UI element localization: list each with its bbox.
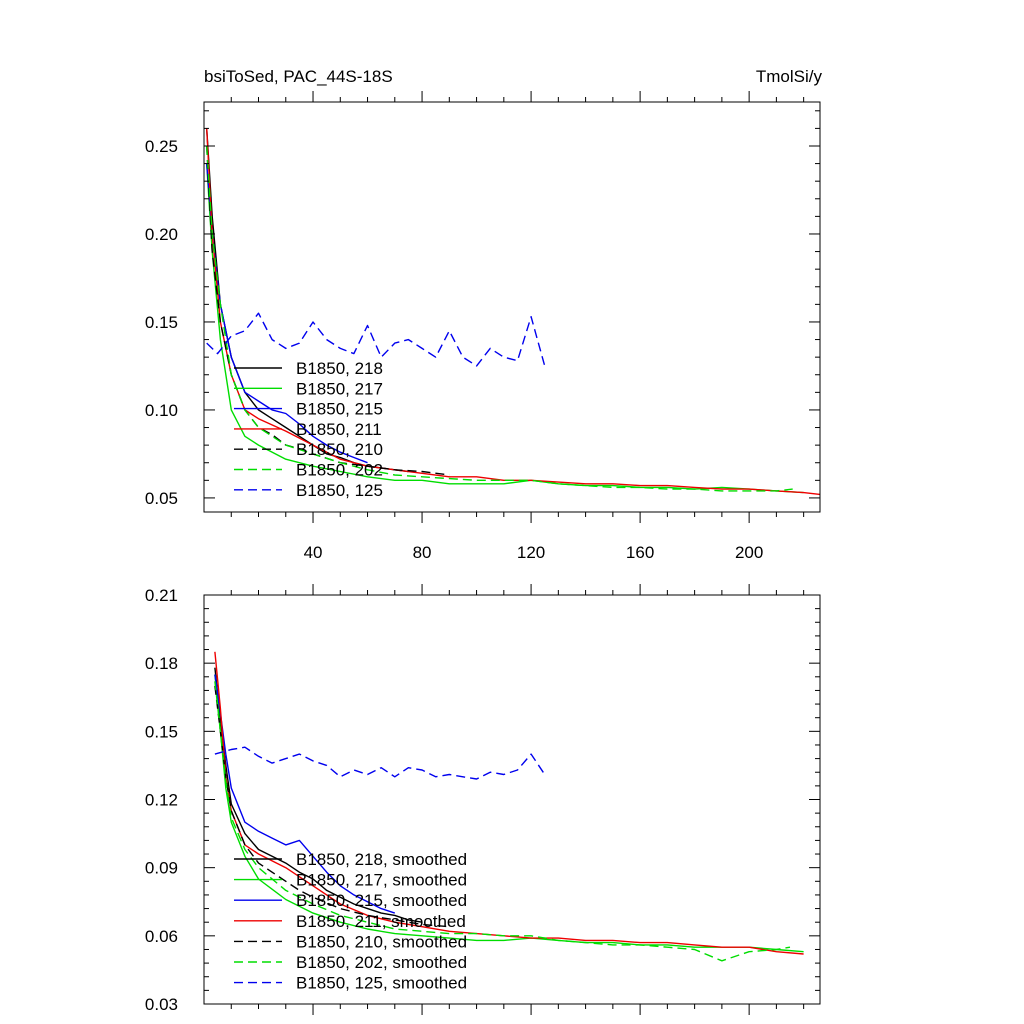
y-tick-label: 0.21 (145, 586, 178, 605)
legend-label-5: B1850, 202, smoothed (296, 953, 467, 972)
series-line-1 (214, 674, 804, 953)
x-tick-label: 200 (735, 543, 763, 562)
series-line-5 (214, 681, 791, 962)
series-line-2 (214, 674, 396, 914)
y-tick-label: 0.10 (145, 401, 178, 420)
legend-label-1: B1850, 217, smoothed (296, 871, 467, 890)
bottom-panel: 0.03 0.06 0.09 0.12 0.15 0.18 0.21 B1850, 218, … (145, 584, 821, 1015)
y-tick-label: 0.25 (145, 137, 178, 156)
x-tick-label: 80 (413, 543, 432, 562)
y-tick-label: 0.15 (145, 313, 178, 332)
legend: B1850, 218, smoothed B1850, 217, smoothed… (234, 850, 467, 993)
series-line-5 (206, 145, 793, 492)
series-line-6 (214, 746, 546, 780)
series-line-4 (214, 685, 450, 928)
x-tick-label: 160 (626, 543, 654, 562)
series-group (214, 651, 804, 962)
y-tick-label: 0.12 (145, 791, 178, 810)
legend-label-4: B1850, 210 (296, 440, 383, 459)
y-tick-label: 0.03 (145, 995, 178, 1014)
legend-label-1: B1850, 217 (296, 379, 383, 398)
top-panel: 0.05 0.10 0.15 0.20 0.25 40 80 120 160 200 B1850, … (145, 91, 821, 562)
legend-label-2: B1850, 215, smoothed (296, 891, 467, 910)
y-tick-label: 0.09 (145, 859, 178, 878)
series-line-6 (206, 312, 546, 367)
legend-label-3: B1850, 211, smoothed (296, 912, 466, 931)
y-tick-label: 0.15 (145, 722, 178, 741)
y-tick-label: 0.06 (145, 927, 178, 946)
figure-title-right: TmolSi/y (756, 67, 823, 86)
legend-label-6: B1850, 125, smoothed (296, 974, 467, 993)
series-line-3 (206, 128, 821, 496)
y-tick-label: 0.20 (145, 225, 178, 244)
legend-label-6: B1850, 125 (296, 481, 383, 500)
series-group (206, 128, 821, 496)
plot-frame (203, 101, 821, 513)
legend-label-4: B1850, 210, smoothed (296, 932, 467, 951)
x-tick-label: 120 (517, 543, 545, 562)
legend-label-5: B1850, 202 (296, 461, 383, 480)
figure-title-left: bsiToSed, PAC_44S-18S (204, 67, 393, 86)
legend-label-2: B1850, 215 (296, 400, 383, 419)
legend-label-3: B1850, 211 (296, 420, 382, 439)
legend-label-0: B1850, 218, smoothed (296, 850, 467, 869)
legend-label-0: B1850, 218 (296, 359, 383, 378)
series-line-0 (214, 667, 423, 923)
y-tick-label: 0.18 (145, 654, 178, 673)
series-line-3 (214, 651, 804, 955)
x-tick-label: 40 (304, 543, 323, 562)
y-tick-label: 0.05 (145, 489, 178, 508)
